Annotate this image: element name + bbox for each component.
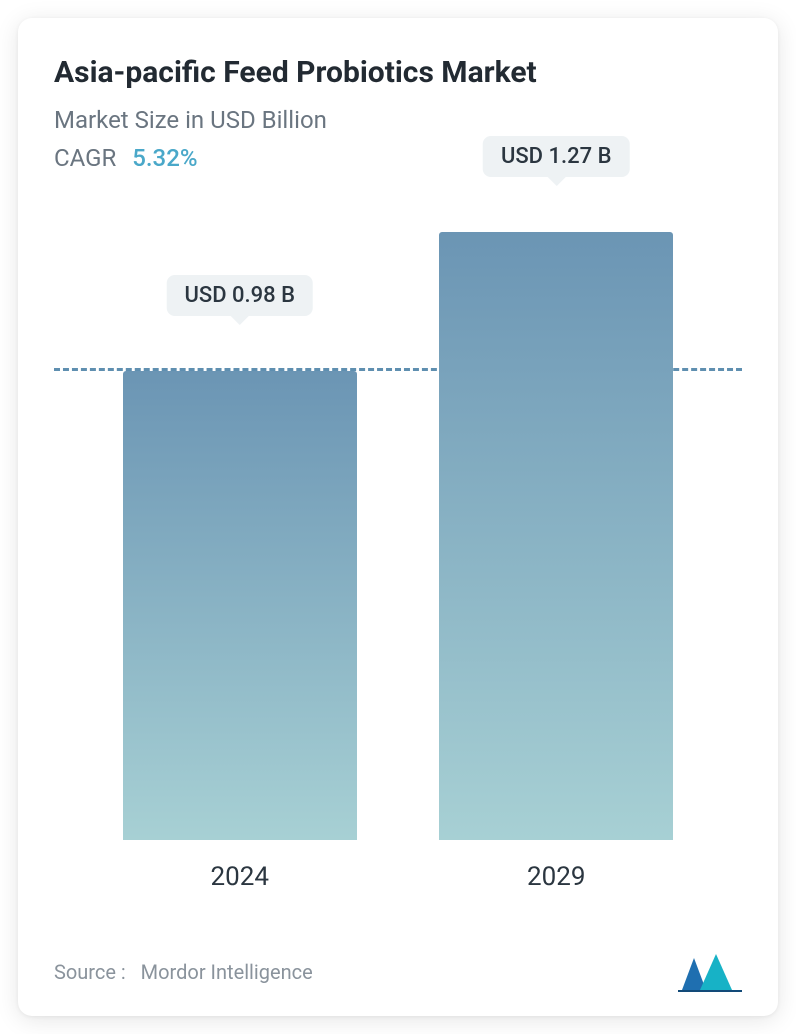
value-badge-2024: USD 0.98 B xyxy=(166,275,313,316)
x-label-2029: 2029 xyxy=(527,862,585,892)
chart-area: USD 0.98 B 2024 USD 1.27 B 2029 xyxy=(54,218,742,896)
cagr-label: CAGR xyxy=(54,144,116,172)
footer: Source : Mordor Intelligence xyxy=(54,952,742,992)
source-label: Source : xyxy=(54,960,126,984)
source-name: Mordor Intelligence xyxy=(141,960,313,984)
bar-2024 xyxy=(123,371,357,840)
x-label-2024: 2024 xyxy=(211,862,269,892)
cagr-value: 5.32% xyxy=(132,144,197,172)
source-text: Source : Mordor Intelligence xyxy=(54,960,313,984)
chart-title: Asia-pacific Feed Probiotics Market xyxy=(54,54,742,92)
cagr-row: CAGR 5.32% xyxy=(54,144,742,172)
brand-logo-icon xyxy=(678,952,742,992)
value-badge-2029: USD 1.27 B xyxy=(483,136,630,177)
plot-region: USD 0.98 B 2024 USD 1.27 B 2029 xyxy=(54,218,742,840)
chart-card: Asia-pacific Feed Probiotics Market Mark… xyxy=(18,18,778,1016)
chart-subtitle: Market Size in USD Billion xyxy=(54,106,742,134)
bar-2029 xyxy=(439,232,673,840)
